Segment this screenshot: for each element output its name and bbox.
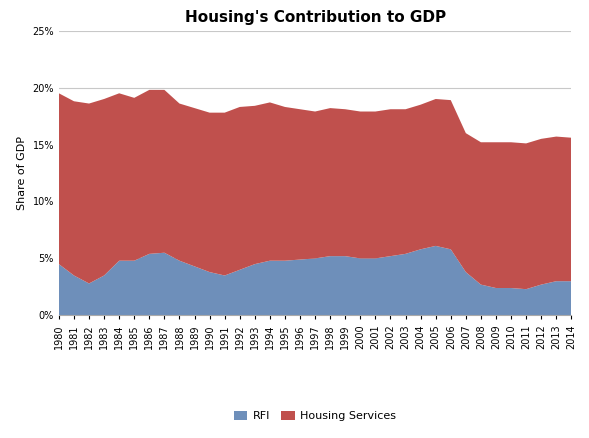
Y-axis label: Share of GDP: Share of GDP (17, 136, 27, 210)
Title: Housing's Contribution to GDP: Housing's Contribution to GDP (184, 11, 446, 25)
Legend: RFI, Housing Services: RFI, Housing Services (230, 406, 401, 426)
